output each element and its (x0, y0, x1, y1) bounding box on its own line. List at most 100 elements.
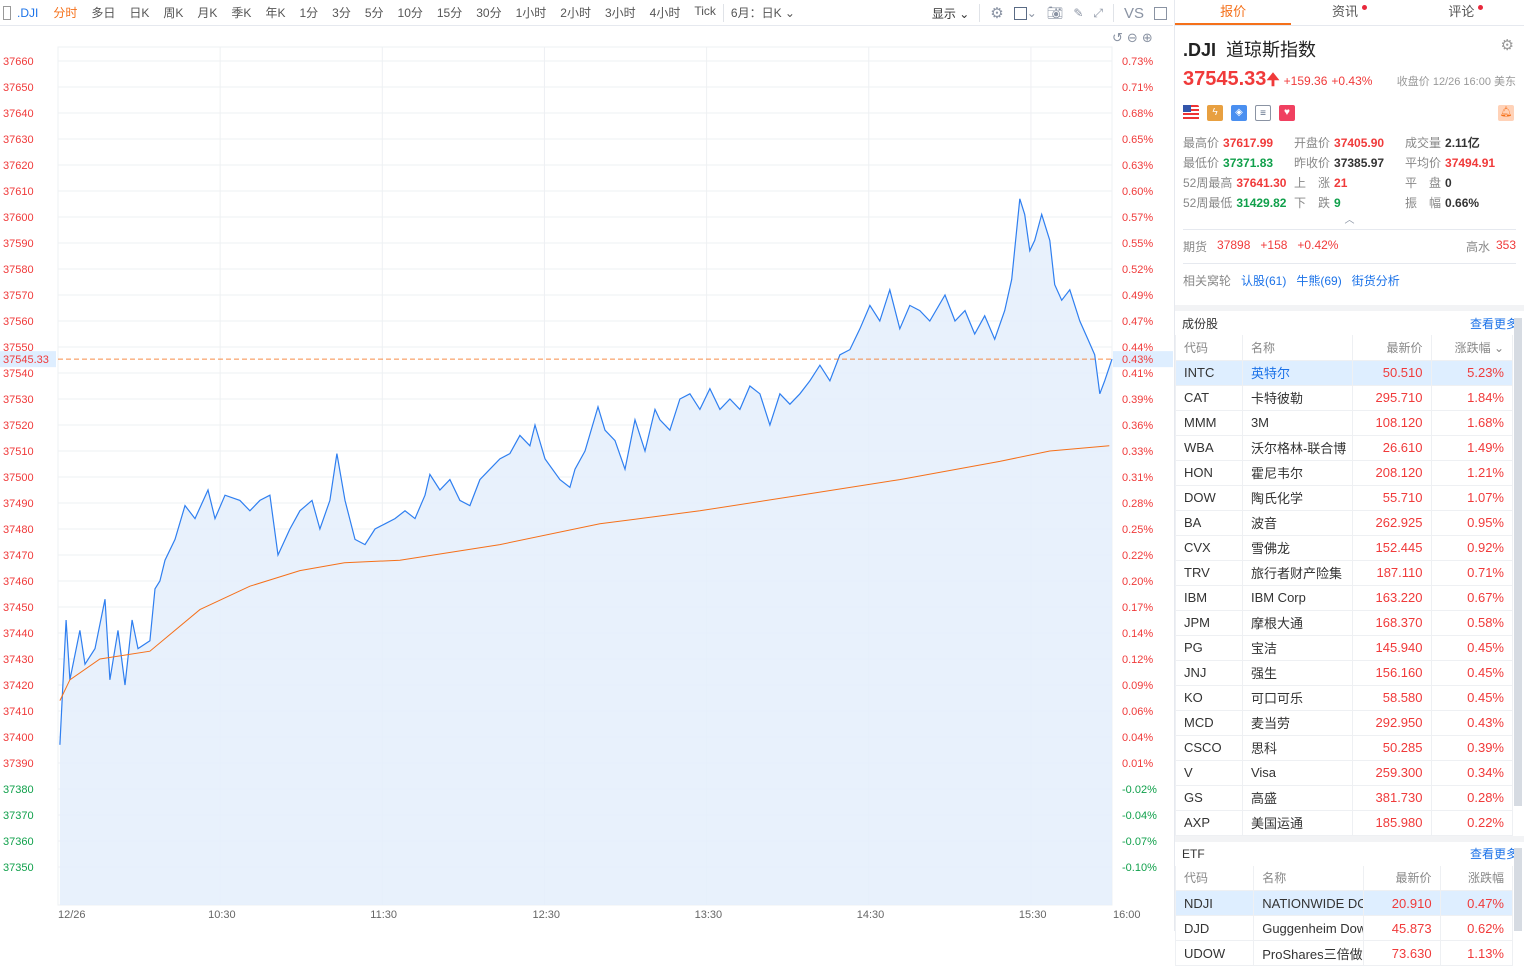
x-tick-label: 16:00 (1113, 909, 1141, 921)
call-warrants-link[interactable]: 认股(61) (1241, 272, 1286, 289)
note-icon[interactable]: ≡ (1255, 105, 1271, 121)
period-tab[interactable]: 1小时 (509, 4, 554, 21)
panel-toggle-icon[interactable] (1154, 7, 1167, 20)
fullscreen-icon[interactable]: ⤢ (1093, 6, 1103, 21)
period-tab[interactable]: 30分 (469, 4, 508, 21)
y-tick-label: 37540 (3, 368, 34, 380)
tab-quote[interactable]: 报价 (1175, 0, 1291, 25)
y-tick-label: 37490 (3, 498, 34, 510)
square-icon (1014, 7, 1027, 20)
code-cell: WBA (1176, 435, 1243, 460)
sidebar-toggle-icon[interactable] (3, 6, 11, 20)
quote-settings-icon[interactable]: ⚙ (1501, 36, 1514, 54)
favorite-heart-icon[interactable]: ♥ (1279, 105, 1295, 121)
components-more-link[interactable]: 查看更多 (1470, 315, 1518, 332)
x-tick-label: 11:30 (370, 909, 397, 921)
period-tab[interactable]: 2小时 (553, 4, 598, 21)
period-tab[interactable]: 年K (258, 4, 292, 21)
period-tab[interactable]: 多日 (84, 4, 122, 21)
period-tab[interactable]: 10分 (391, 4, 430, 21)
period-tab[interactable]: 分时 (46, 4, 84, 21)
period-tab[interactable]: 4小时 (643, 4, 688, 21)
last-price: 37545.33 (1183, 68, 1266, 91)
y-tick-label: 37380 (3, 784, 34, 796)
period-tab[interactable]: 3小时 (598, 4, 643, 21)
etf-more-link[interactable]: 查看更多 (1470, 845, 1518, 862)
column-header[interactable]: 涨跌幅 (1440, 866, 1512, 891)
pct-tick-label: 0.73% (1122, 56, 1153, 68)
period-tab[interactable]: 5分 (358, 4, 391, 21)
x-tick-label: 10:30 (208, 909, 236, 921)
pencil-icon[interactable]: ✎ (1073, 6, 1083, 20)
kline-dropdown[interactable]: 6月：日K ⌄ (724, 4, 802, 21)
pct-cell: 0.92% (1431, 535, 1513, 560)
components-scrollbar[interactable] (1514, 318, 1522, 806)
period-tab[interactable]: 季K (224, 4, 258, 21)
tab-news[interactable]: 资讯 (1291, 0, 1407, 25)
outstanding-analysis-link[interactable]: 街货分析 (1352, 272, 1400, 289)
price-cell: 55.710 (1352, 485, 1431, 510)
camera-icon[interactable]: 📷︎ (1047, 5, 1064, 21)
display-dropdown[interactable]: 显示 ⌄ (932, 5, 969, 22)
level1-icon[interactable]: ϟ (1207, 105, 1223, 121)
name-cell: Guggenheim Dow (1254, 916, 1364, 941)
y-tick-label: 37600 (3, 212, 34, 224)
period-tab[interactable]: 周K (156, 4, 190, 21)
column-header[interactable]: 涨跌幅 ⌄ (1431, 335, 1513, 360)
name-cell: 沃尔格林-联合博 (1242, 435, 1352, 460)
alert-bell-icon[interactable]: 🔔︎ (1498, 105, 1514, 121)
pct-cell: 0.47% (1440, 891, 1512, 916)
collapse-caret-icon[interactable]: ︿ (1183, 211, 1516, 223)
settings-gear-icon[interactable]: ⚙ (990, 4, 1003, 22)
stat-label: 52周最高 (1183, 176, 1232, 190)
compare-vs-button[interactable]: VS (1124, 5, 1144, 22)
warrants-label: 相关窝轮 (1183, 272, 1231, 289)
tab-comments[interactable]: 评论 (1408, 0, 1524, 25)
period-tab[interactable]: 1分 (292, 4, 325, 21)
column-header: 代码 (1176, 335, 1243, 360)
pct-tick-label: 0.39% (1122, 394, 1153, 406)
period-tab[interactable]: 日K (122, 4, 156, 21)
period-tab[interactable]: 月K (190, 4, 224, 21)
symbol-label[interactable]: .DJI (11, 6, 46, 20)
name-cell: 强生 (1242, 660, 1352, 685)
stat-value: 21 (1334, 176, 1347, 190)
cbbc-link[interactable]: 牛熊(69) (1296, 272, 1341, 289)
draw-shape-dropdown[interactable]: ⌄ (1014, 6, 1037, 20)
code-cell: GS (1176, 785, 1243, 810)
period-tab[interactable]: 3分 (325, 4, 358, 21)
etf-scrollbar[interactable] (1514, 848, 1522, 931)
premium-label: 高水 (1466, 238, 1490, 255)
period-tab[interactable]: 15分 (430, 4, 469, 21)
y-tick-label: 37570 (3, 290, 34, 302)
period-tab[interactable]: Tick (687, 4, 723, 21)
tag-icon[interactable]: ◈ (1231, 105, 1247, 121)
